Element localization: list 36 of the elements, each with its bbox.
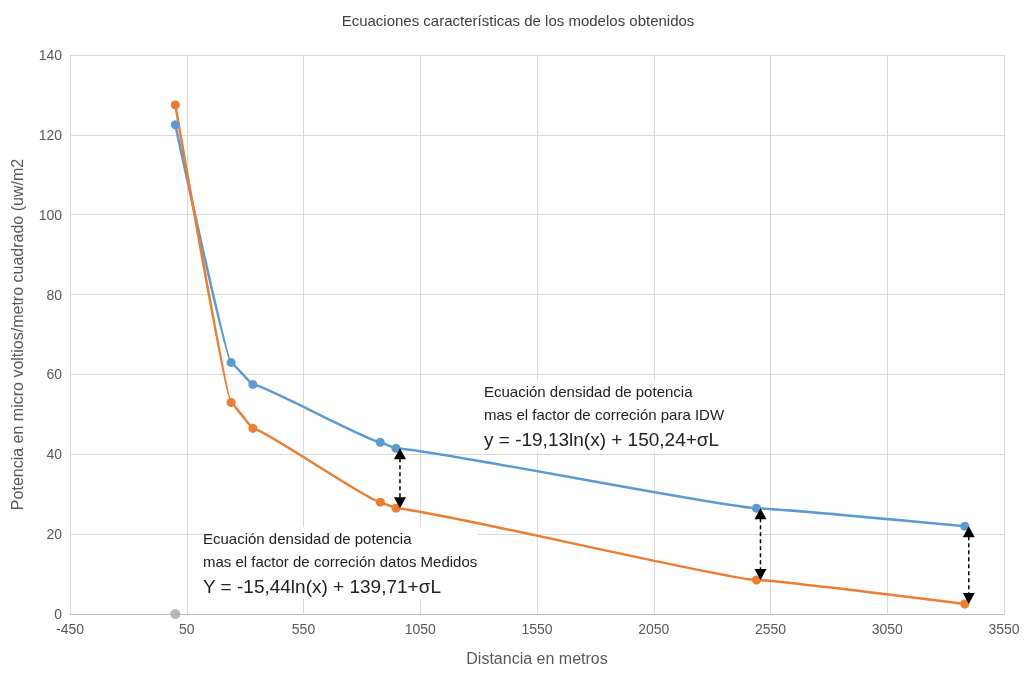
y-tick-label: 80: [46, 286, 63, 303]
point: [391, 503, 401, 513]
x-tick-label: -450: [55, 621, 85, 637]
point: [226, 397, 236, 407]
point: [170, 120, 180, 130]
y-tick-label: 140: [38, 47, 63, 63]
point: [960, 521, 970, 531]
point: [391, 443, 401, 453]
point: [248, 379, 258, 389]
point: [375, 497, 385, 507]
y-tick-label: 120: [38, 126, 63, 143]
x-axis-title: Distancia en metros: [466, 649, 608, 667]
y-tick-label: 100: [38, 206, 63, 223]
point: [752, 575, 761, 585]
point: [170, 100, 180, 110]
x-tick-label: 1550: [521, 621, 553, 637]
x-tick-label: 1050: [404, 621, 437, 637]
x-tick-label: 50: [178, 621, 195, 637]
annotation: Ecuación densidad de potencia mas el factor de correción datos Medidos Y = -15,44ln(x) + 139,71+σL: [203, 530, 478, 597]
x-tick-label: 3050: [871, 621, 904, 637]
annotation: Ecuación densidad de potencia mas el factor de correción para IDW y = -19,13ln(x) + 150,24+σL: [484, 383, 725, 450]
chart-title: Ecuaciones características de los modelos obtenidos: [341, 12, 695, 29]
y-axis-title: Potencia en micro voltios/metro cuadrado (uw/m2: [8, 158, 26, 511]
x-tick-label: 550: [291, 621, 316, 637]
y-tick-label: 40: [46, 446, 63, 463]
point: [170, 609, 181, 619]
x-tick-label: 3550: [988, 621, 1020, 637]
x-tick-label: 2550: [754, 621, 787, 637]
point: [248, 423, 258, 433]
y-tick-label: 60: [46, 366, 63, 383]
point: [226, 357, 236, 367]
y-tick-label: 20: [46, 526, 63, 543]
point: [375, 437, 385, 447]
point: [752, 503, 761, 513]
x-tick-label: 2050: [638, 621, 670, 637]
y-tick-label: 0: [54, 606, 63, 622]
